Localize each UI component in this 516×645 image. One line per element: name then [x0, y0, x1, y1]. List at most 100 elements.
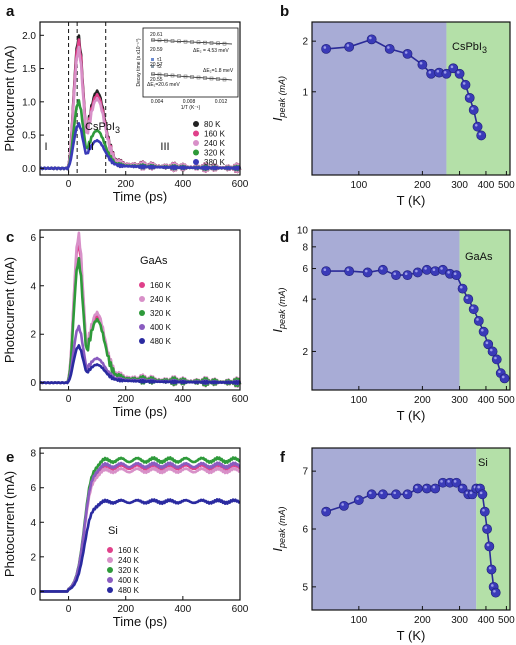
data-point-highlight: [428, 71, 432, 74]
legend-marker: [193, 121, 199, 127]
inset-legend-marker: [151, 58, 154, 61]
x-tick-label: 400: [175, 394, 192, 405]
y-tick-label: 6: [30, 233, 36, 244]
data-point: [487, 346, 498, 357]
data-point: [468, 105, 479, 115]
legend-marker: [107, 557, 113, 563]
data-point: [483, 339, 494, 350]
data-point-highlight: [465, 296, 469, 300]
inset-point-tau2: [183, 74, 188, 79]
inset-point-tau1: [196, 40, 201, 45]
data-point-highlight: [484, 526, 488, 529]
data-point-highlight: [369, 491, 372, 495]
data-point: [477, 489, 488, 500]
x-tick-label: 300: [451, 395, 468, 406]
inset-x-tick-label: 0.012: [215, 99, 228, 105]
phase-region-low-T: [312, 22, 447, 175]
data-point-highlight: [323, 268, 327, 272]
y-tick-label: 0: [30, 587, 36, 598]
data-point-highlight: [459, 485, 463, 489]
legend-marker: [193, 140, 199, 146]
plot-frame: [39, 21, 241, 176]
data-point: [412, 483, 423, 494]
y-axis-label: Ipeak (mA): [270, 76, 287, 121]
data-point-highlight: [498, 370, 501, 374]
series-line-380K: [39, 122, 242, 171]
x-tick-label: 500: [498, 180, 515, 191]
data-point-highlight: [456, 71, 460, 74]
data-point: [366, 489, 377, 500]
inset-legend-label: τ1: [157, 57, 162, 63]
x-tick-label: 200: [414, 615, 431, 626]
x-axis-label: Time (ps): [113, 189, 167, 204]
data-point-highlight: [393, 491, 397, 495]
data-point: [479, 506, 490, 517]
y-axis-label: Photocurrent (mA): [2, 45, 17, 151]
inset-point-tau1: [177, 39, 181, 44]
y-tick-label: 7: [302, 467, 308, 478]
data-point-highlight: [447, 480, 450, 483]
data-point-highlight: [346, 44, 350, 47]
y-axis-label: Ipeak (mA): [270, 287, 287, 332]
data-point-highlight: [424, 267, 427, 270]
inset-point-tau1: [222, 41, 227, 46]
inset-point-tau2: [203, 76, 207, 80]
data-point: [384, 43, 395, 54]
data-point-highlight: [419, 61, 423, 65]
data-point: [339, 500, 349, 511]
data-point-highlight: [323, 46, 327, 49]
x-axis-label: T (K): [397, 193, 426, 208]
inset-point-tau2: [196, 75, 201, 80]
panel-label: d: [280, 229, 289, 246]
data-point: [402, 489, 413, 500]
data-point-highlight: [479, 491, 483, 495]
data-point-highlight: [443, 71, 447, 74]
data-point: [473, 315, 484, 326]
x-tick-label: 0: [66, 604, 72, 615]
series-line-320K: [39, 256, 242, 388]
legend-marker: [193, 130, 199, 137]
data-point: [499, 373, 510, 384]
x-tick-label: 200: [414, 180, 431, 191]
data-point: [321, 266, 332, 277]
y-tick-label: 4: [302, 295, 308, 306]
series-line-480K: [39, 498, 241, 593]
series-line-320K: [39, 456, 241, 593]
phase-region-high-T: [446, 22, 510, 175]
x-tick-label: 600: [232, 394, 249, 405]
inset-x-tick-label: 0.008: [183, 99, 196, 105]
data-point: [417, 59, 428, 70]
data-point: [366, 34, 377, 45]
inset-legend-marker: [151, 65, 154, 68]
inset-legend-label: τ2: [157, 64, 162, 70]
region-label: III: [160, 141, 169, 153]
legend-label: 320 K: [204, 149, 226, 158]
material-label: Si: [478, 457, 488, 469]
data-point-highlight: [450, 65, 454, 69]
x-tick-label: 400: [478, 395, 495, 406]
data-point-highlight: [489, 348, 493, 352]
y-tick-label: 0.0: [22, 164, 36, 175]
data-point-highlight: [415, 485, 418, 489]
legend-label: 240 K: [150, 295, 172, 304]
legend-marker: [193, 159, 199, 165]
data-point-highlight: [491, 584, 494, 587]
y-tick-label: 10: [297, 226, 309, 237]
x-tick-label: 200: [117, 604, 134, 615]
panel-c: c 0 200 400 600 0 2 4 6 Time (ps) Photocurrent (mA…: [2, 229, 249, 419]
data-point-highlight: [440, 480, 443, 483]
inset-point-tau2: [190, 75, 194, 79]
x-tick-label: 100: [350, 615, 367, 626]
plot-frame: [39, 229, 241, 391]
material-label: GaAs: [465, 251, 493, 263]
data-point: [377, 489, 388, 500]
panel-label: e: [6, 449, 14, 466]
inset-point-tau1: [164, 38, 168, 43]
inset-point-tau2: [209, 76, 214, 81]
x-axis-label: Time (ps): [113, 404, 167, 419]
data-point: [321, 506, 332, 517]
legend-marker: [107, 587, 113, 593]
inset-point-tau1: [216, 41, 220, 46]
data-point-highlight: [462, 82, 466, 85]
data-point-highlight: [477, 485, 481, 489]
